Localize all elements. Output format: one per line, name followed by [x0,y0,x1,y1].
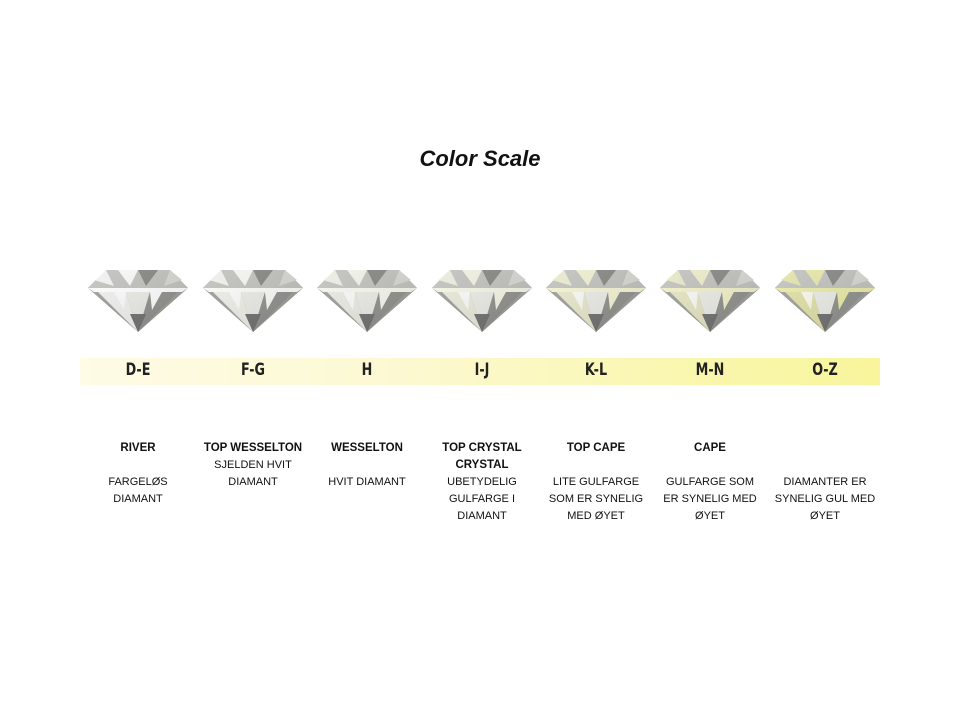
diamond-image-i-j [430,266,534,334]
description-line: HVIT DIAMANT [328,476,406,488]
grade-name: RIVER [81,440,195,457]
description-line: DIAMANTER ER [783,476,867,488]
description-line: LITE GULFARGE [552,476,640,488]
description-line: DIAMANT [228,476,278,488]
grade-name-line: CRYSTAL [455,459,509,471]
grade-name: TOP CAPE [539,440,653,457]
description-line: MED ØYET [567,510,625,522]
grade-label: K-L [584,360,608,380]
diamond-image-k-l [544,266,648,334]
description-line: DIAMANT [113,493,163,505]
page-title: Color Scale [419,146,541,171]
description-line: ØYET [810,510,840,522]
grade-name-line: TOP CRYSTAL [442,442,522,454]
description-line: ØYET [695,510,725,522]
description-line: UBETYDELIG [447,476,517,488]
grade-description: GULFARGE SOM ER SYNELIG MED ØYET [653,474,767,525]
description-line: DIAMANT [457,510,507,522]
description-line: SOM ER SYNELIG [548,493,644,505]
grade-name-line: WESSELTON [331,442,403,454]
description-line: SYNELIG GUL MED [774,493,876,505]
grade-name: TOP WESSELTON [196,440,310,457]
grade-label: H [361,360,373,380]
description-line: GULFARGE SOM [665,476,755,488]
grade-description: FARGELØS DIAMANT [81,474,195,508]
grade-description: SJELDEN HVIT DIAMANT [196,457,310,491]
grade-description: HVIT DIAMANT [310,474,424,491]
grade-label: M-N [695,360,725,380]
diamond-image-m-n [658,266,762,334]
grade-name-line: CAPE [694,442,726,454]
description-line: SJELDEN HVIT [214,459,292,471]
grade-description: DIAMANTER ER SYNELIG GUL MED ØYET [768,474,882,525]
color-gradient-band [80,358,880,385]
diamond-image-h [315,266,419,334]
grade-description: UBETYDELIG GULFARGE I DIAMANT [425,474,539,525]
grade-description: LITE GULFARGE SOM ER SYNELIG MED ØYET [539,474,653,525]
grade-name-line: RIVER [120,442,156,454]
grade-name: CAPE [653,440,767,457]
diamond-image-d-e [86,266,190,334]
grade-label: F-G [240,360,266,380]
grade-label: O-Z [812,360,838,380]
grade-label: D-E [125,360,151,380]
description-line: FARGELØS [108,476,168,488]
description-line: ER SYNELIG MED [663,493,757,505]
diamond-image-f-g [201,266,305,334]
description-line: GULFARGE I [448,493,516,505]
grade-name-line: TOP WESSELTON [203,442,303,454]
grade-label: I-J [474,360,490,380]
grade-name: WESSELTON [310,440,424,457]
grade-name-line: TOP CAPE [566,442,626,454]
grade-name: TOP CRYSTAL CRYSTAL [425,440,539,474]
diamond-image-o-z [773,266,877,334]
